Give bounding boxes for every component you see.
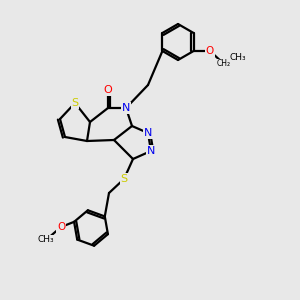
Text: O: O <box>57 222 65 232</box>
Text: S: S <box>120 174 128 184</box>
Text: CH₃: CH₃ <box>38 236 54 244</box>
Text: CH₂: CH₂ <box>217 59 231 68</box>
Text: O: O <box>206 46 214 56</box>
Text: N: N <box>144 128 152 138</box>
Text: CH₃: CH₃ <box>230 52 246 62</box>
Text: O: O <box>103 85 112 95</box>
Text: N: N <box>122 103 130 113</box>
Text: S: S <box>71 98 79 108</box>
Text: N: N <box>147 146 155 156</box>
